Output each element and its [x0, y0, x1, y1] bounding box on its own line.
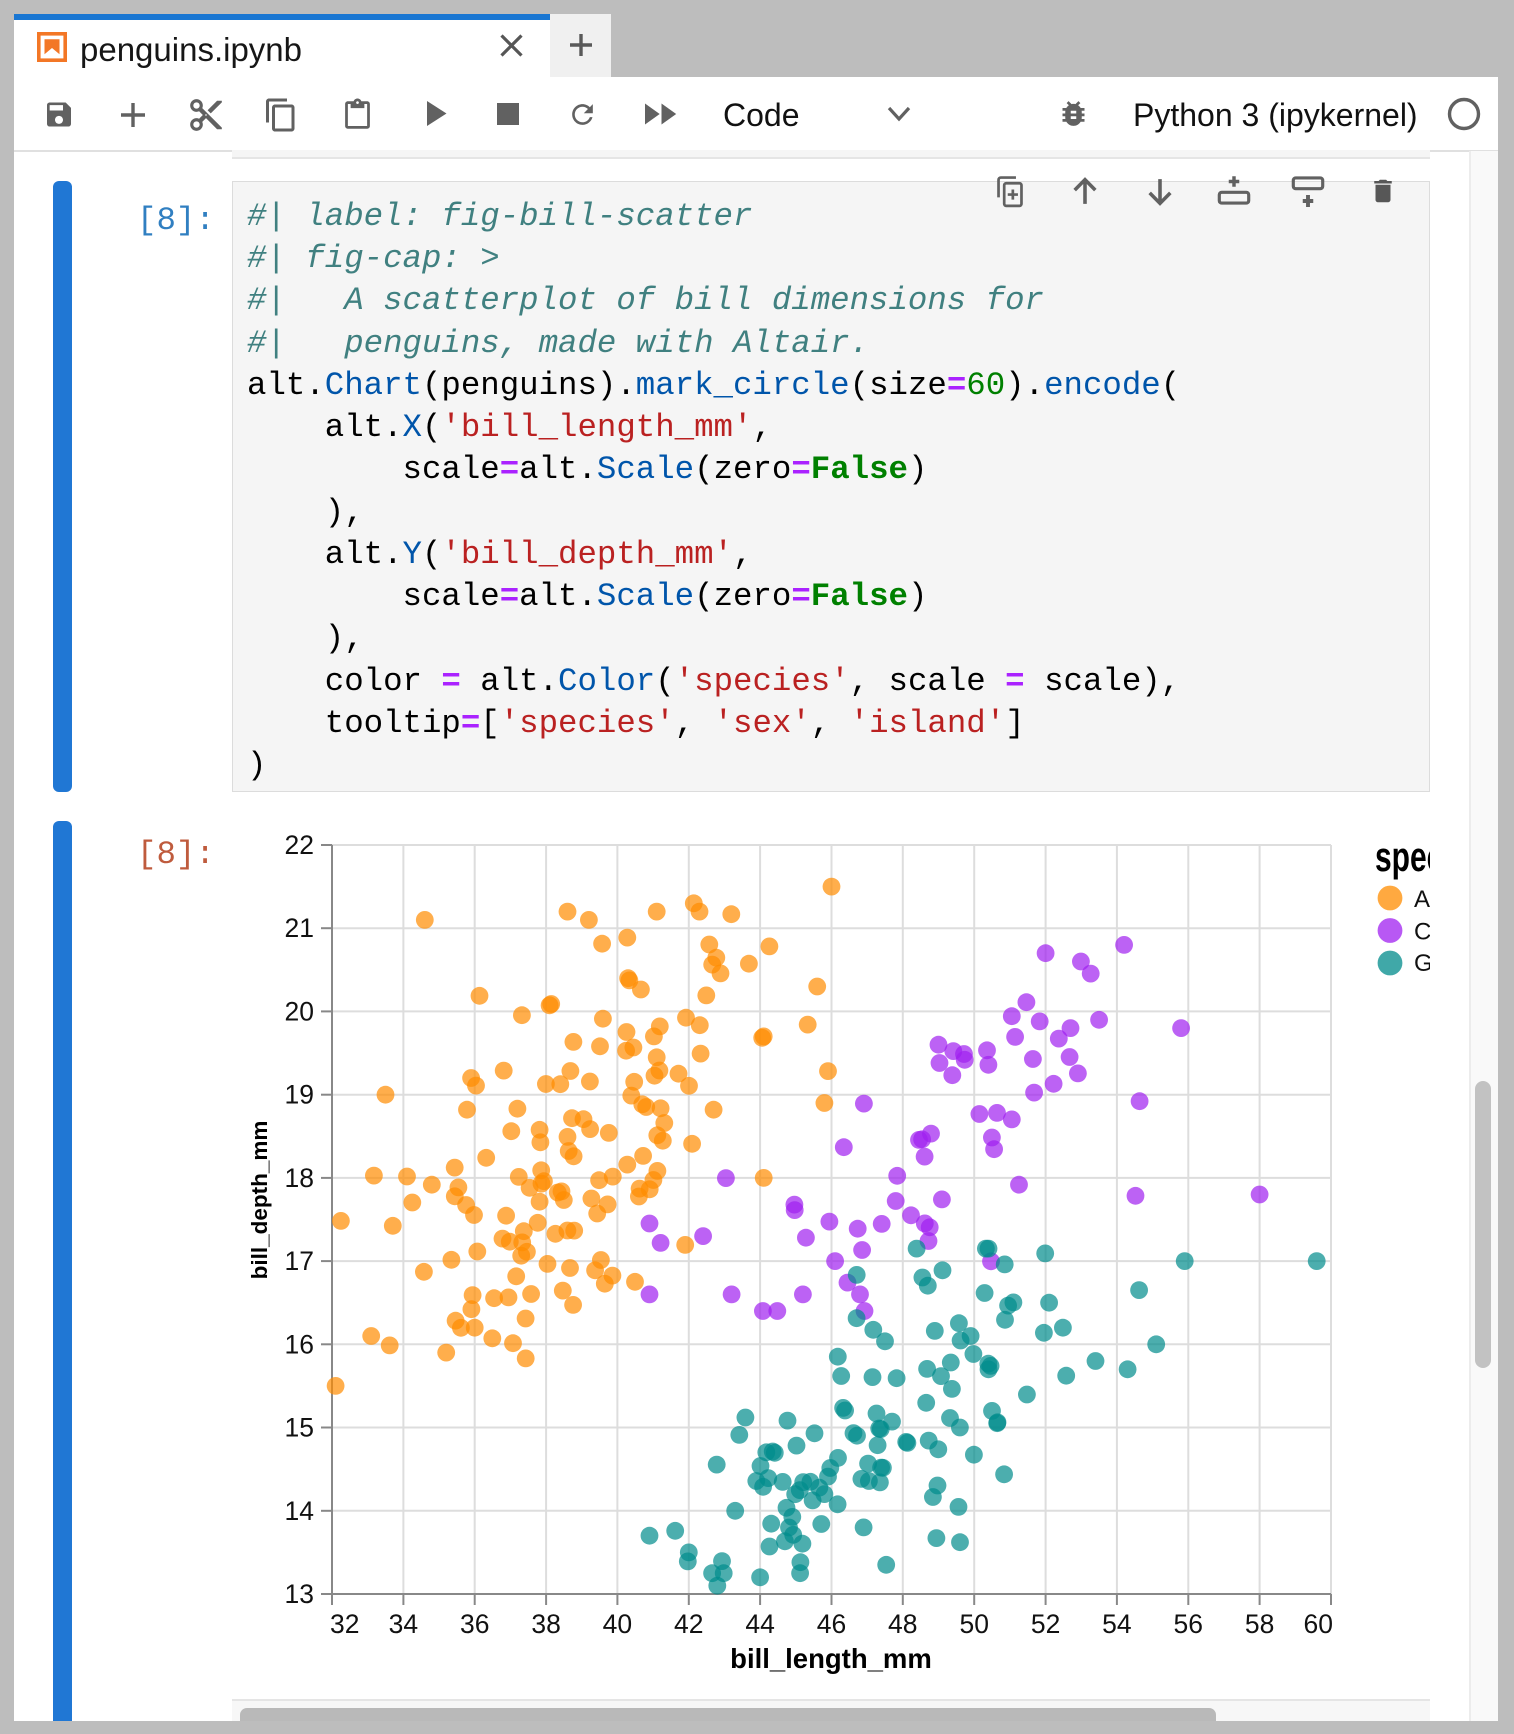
svg-text:34: 34 — [389, 1609, 418, 1639]
svg-text:60: 60 — [1304, 1609, 1333, 1639]
svg-text:38: 38 — [531, 1609, 560, 1639]
svg-text:bill_length_mm: bill_length_mm — [730, 1643, 932, 1674]
svg-text:17: 17 — [285, 1246, 314, 1276]
svg-text:14: 14 — [285, 1496, 314, 1526]
svg-text:54: 54 — [1102, 1609, 1131, 1639]
svg-text:Adelie: Adelie — [1414, 886, 1430, 913]
svg-text:species: species — [1375, 833, 1430, 880]
svg-text:22: 22 — [285, 830, 314, 860]
svg-text:42: 42 — [674, 1609, 703, 1639]
svg-text:50: 50 — [959, 1609, 988, 1639]
svg-text:56: 56 — [1174, 1609, 1203, 1639]
svg-text:20: 20 — [285, 996, 314, 1026]
svg-text:15: 15 — [285, 1413, 314, 1443]
svg-text:36: 36 — [460, 1609, 489, 1639]
svg-text:Gentoo: Gentoo — [1414, 950, 1430, 977]
svg-text:19: 19 — [285, 1080, 314, 1110]
svg-text:46: 46 — [817, 1609, 846, 1639]
svg-text:13: 13 — [285, 1579, 314, 1609]
svg-text:18: 18 — [285, 1163, 314, 1193]
svg-text:Chinstrap: Chinstrap — [1414, 919, 1430, 946]
svg-text:bill_depth_mm: bill_depth_mm — [247, 1121, 272, 1280]
svg-text:48: 48 — [888, 1609, 917, 1639]
svg-text:58: 58 — [1245, 1609, 1274, 1639]
svg-text:21: 21 — [285, 913, 314, 943]
svg-text:16: 16 — [285, 1329, 314, 1359]
svg-text:52: 52 — [1031, 1609, 1060, 1639]
svg-text:44: 44 — [745, 1609, 774, 1639]
svg-text:32: 32 — [330, 1609, 359, 1639]
svg-text:40: 40 — [603, 1609, 632, 1639]
